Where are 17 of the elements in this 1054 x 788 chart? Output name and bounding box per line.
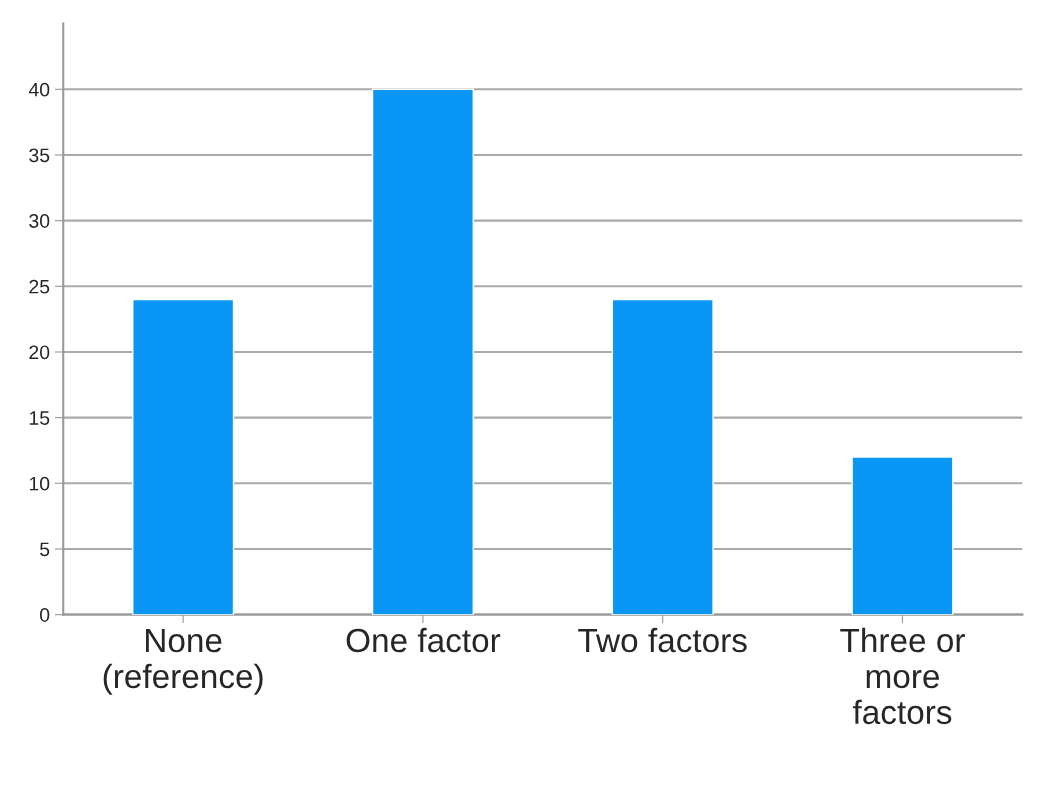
y-tick-label: 10: [29, 476, 50, 491]
bar: [132, 298, 235, 615]
x-tick-label: Three or more factors: [840, 627, 965, 725]
y-tick-label: 35: [29, 148, 50, 163]
x-tick-label: One factor: [346, 627, 501, 653]
bar: [851, 456, 954, 615]
y-tick-label: 30: [29, 214, 50, 228]
y-tick-label: 20: [29, 345, 50, 360]
y-tick-label: 25: [29, 279, 50, 294]
y-tick-label: 5: [40, 542, 50, 557]
bar: [371, 88, 474, 615]
y-tick-label: 40: [28, 82, 50, 97]
x-tick-label: Two factors: [578, 627, 747, 653]
y-tick-label: 0: [39, 608, 50, 622]
x-tick-label: None (reference): [103, 629, 263, 695]
bar: [611, 298, 714, 615]
y-tick-label: 15: [29, 411, 50, 425]
